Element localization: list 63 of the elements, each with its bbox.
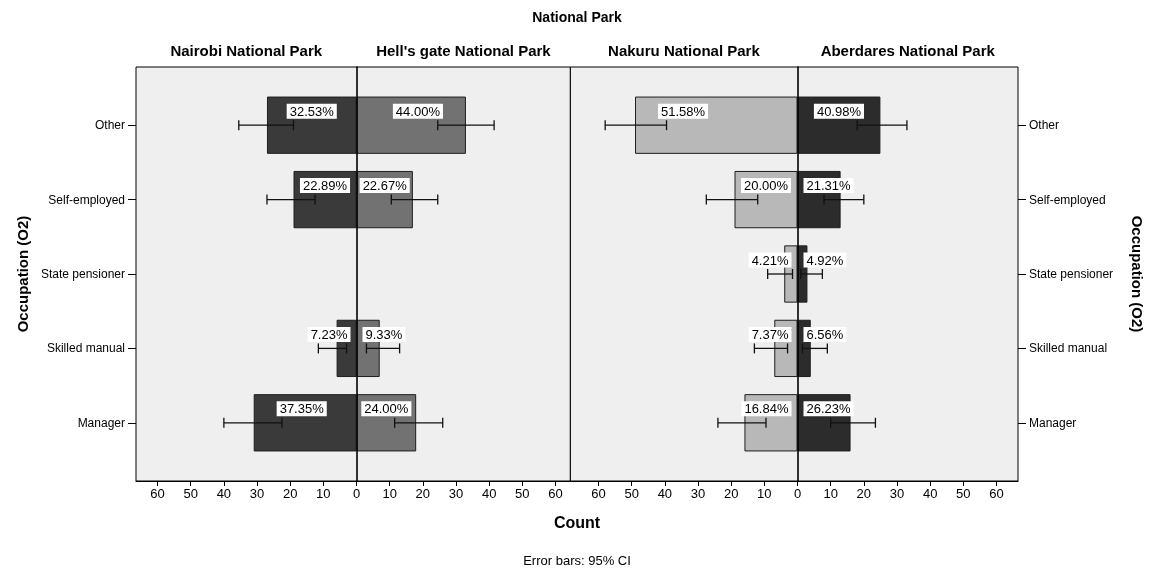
annotation: 4.21% <box>751 252 789 268</box>
y-tick-label: State pensioner <box>1029 267 1114 281</box>
annotation: 44.00% <box>395 103 441 119</box>
x-tick-label: 50 <box>956 486 971 501</box>
x-tick-label: 60 <box>989 486 1004 501</box>
x-tick-label: 50 <box>624 486 639 501</box>
x-tick-label: 40 <box>216 486 232 501</box>
annotation: 16.84% <box>744 401 789 417</box>
y-axis-title: Occupation (O2) <box>14 215 32 333</box>
x-tick-label: 0 <box>352 486 361 501</box>
annotation: 4.92% <box>806 252 844 268</box>
x-tick-label: 10 <box>757 486 772 501</box>
y-tick-label: Other <box>94 118 125 133</box>
x-tick-label: 60 <box>548 486 563 501</box>
annotation: 7.23% <box>310 326 348 342</box>
annotation: 22.89% <box>302 178 348 194</box>
text: Error bars: 95% CI <box>523 553 631 568</box>
text: Nairobi National Park <box>170 41 323 59</box>
x-tick-label: 30 <box>249 486 265 501</box>
x-tick-label: 60 <box>591 486 606 501</box>
y-tick-label: Other <box>1029 118 1060 133</box>
annotation: 40.98% <box>816 103 862 119</box>
annotation: 22.67% <box>362 178 408 194</box>
x-tick-label: 20 <box>282 486 298 501</box>
x-tick-label: 50 <box>515 486 530 501</box>
y-tick-label: Manager <box>1029 415 1077 430</box>
x-tick-label: 40 <box>481 486 497 501</box>
x-tick-label: 30 <box>690 486 706 501</box>
annotation: 7.37% <box>751 326 789 342</box>
x-tick-label: 20 <box>723 486 739 501</box>
annotation: 51.58% <box>660 103 706 119</box>
x-tick-label: 10 <box>823 486 838 501</box>
annotation: 32.53% <box>289 103 335 119</box>
text: Nakuru National Park <box>608 41 761 59</box>
chart-title: National Park <box>532 9 622 25</box>
y-axis-title: Occupation (O2) <box>1129 215 1146 333</box>
annotation: 37.35% <box>279 401 325 417</box>
y-tick-label: Manager <box>77 415 125 430</box>
x-tick-label: 60 <box>150 486 165 501</box>
y-tick-label: State pensioner <box>40 267 125 281</box>
x-tick-label: 20 <box>415 486 431 501</box>
x-axis-title: Count <box>553 514 601 532</box>
text: Aberdares National Park <box>820 41 996 59</box>
x-tick-label: 10 <box>316 486 331 501</box>
annotation: 6.56% <box>806 326 844 342</box>
y-tick-label: Self-employed <box>1029 192 1106 207</box>
annotation: 26.23% <box>806 401 852 417</box>
text: Hell's gate National Park <box>376 41 552 59</box>
x-tick-label: 50 <box>183 486 198 501</box>
x-tick-label: 40 <box>657 486 673 501</box>
y-tick-label: Skilled manual <box>46 341 125 356</box>
x-tick-label: 20 <box>856 486 872 501</box>
y-tick-label: Skilled manual <box>1029 341 1108 356</box>
y-tick-label: Self-employed <box>48 192 125 207</box>
x-tick-label: 30 <box>889 486 905 501</box>
annotation: 20.00% <box>743 178 789 194</box>
annotation: 9.33% <box>365 326 403 342</box>
x-tick-label: 0 <box>793 486 802 501</box>
x-tick-label: 10 <box>382 486 397 501</box>
x-tick-label: 40 <box>922 486 938 501</box>
annotation: 21.31% <box>806 178 852 194</box>
annotation: 24.00% <box>364 401 409 417</box>
x-tick-label: 30 <box>448 486 464 501</box>
